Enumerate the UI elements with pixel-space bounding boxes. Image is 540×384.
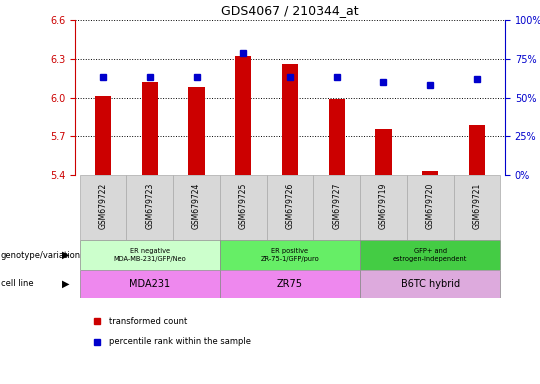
Text: transformed count: transformed count	[110, 317, 188, 326]
Text: genotype/variation: genotype/variation	[1, 250, 80, 260]
Bar	[282, 64, 298, 175]
Text: ZR75: ZR75	[277, 279, 303, 289]
Text: GSM679726: GSM679726	[286, 183, 294, 229]
Text: cell line: cell line	[1, 280, 33, 288]
Text: MDA231: MDA231	[129, 279, 170, 289]
Bar	[80, 175, 126, 240]
Text: percentile rank within the sample: percentile rank within the sample	[110, 337, 252, 346]
Bar	[220, 240, 360, 270]
Bar	[328, 99, 345, 175]
Bar	[422, 171, 438, 175]
Text: GSM679722: GSM679722	[98, 183, 107, 229]
Bar	[220, 175, 267, 240]
Bar	[360, 175, 407, 240]
Bar	[80, 240, 220, 270]
Text: GSM679720: GSM679720	[426, 183, 435, 229]
Bar	[267, 175, 313, 240]
Text: ▶: ▶	[62, 279, 70, 289]
Text: GSM679721: GSM679721	[472, 183, 482, 229]
Bar	[80, 270, 220, 298]
Bar	[235, 56, 252, 175]
Bar	[141, 82, 158, 175]
Text: GFP+ and
estrogen-independent: GFP+ and estrogen-independent	[393, 248, 468, 262]
Text: ER negative
MDA-MB-231/GFP/Neo: ER negative MDA-MB-231/GFP/Neo	[113, 248, 186, 262]
Bar	[173, 175, 220, 240]
Text: B6TC hybrid: B6TC hybrid	[401, 279, 460, 289]
Bar	[313, 175, 360, 240]
Text: GSM679719: GSM679719	[379, 183, 388, 229]
Bar	[360, 240, 501, 270]
Bar	[360, 270, 501, 298]
Bar	[407, 175, 454, 240]
Text: GSM679727: GSM679727	[332, 183, 341, 229]
Text: GSM679724: GSM679724	[192, 183, 201, 229]
Text: GSM679725: GSM679725	[239, 183, 248, 229]
Bar	[454, 175, 501, 240]
Bar	[375, 129, 391, 175]
Bar	[126, 175, 173, 240]
Text: ▶: ▶	[62, 250, 70, 260]
Bar	[469, 125, 485, 175]
Bar	[220, 270, 360, 298]
Text: ER positive
ZR-75-1/GFP/puro: ER positive ZR-75-1/GFP/puro	[261, 248, 319, 262]
Bar	[95, 96, 111, 175]
Title: GDS4067 / 210344_at: GDS4067 / 210344_at	[221, 5, 359, 17]
Bar	[188, 87, 205, 175]
Text: GSM679723: GSM679723	[145, 183, 154, 229]
